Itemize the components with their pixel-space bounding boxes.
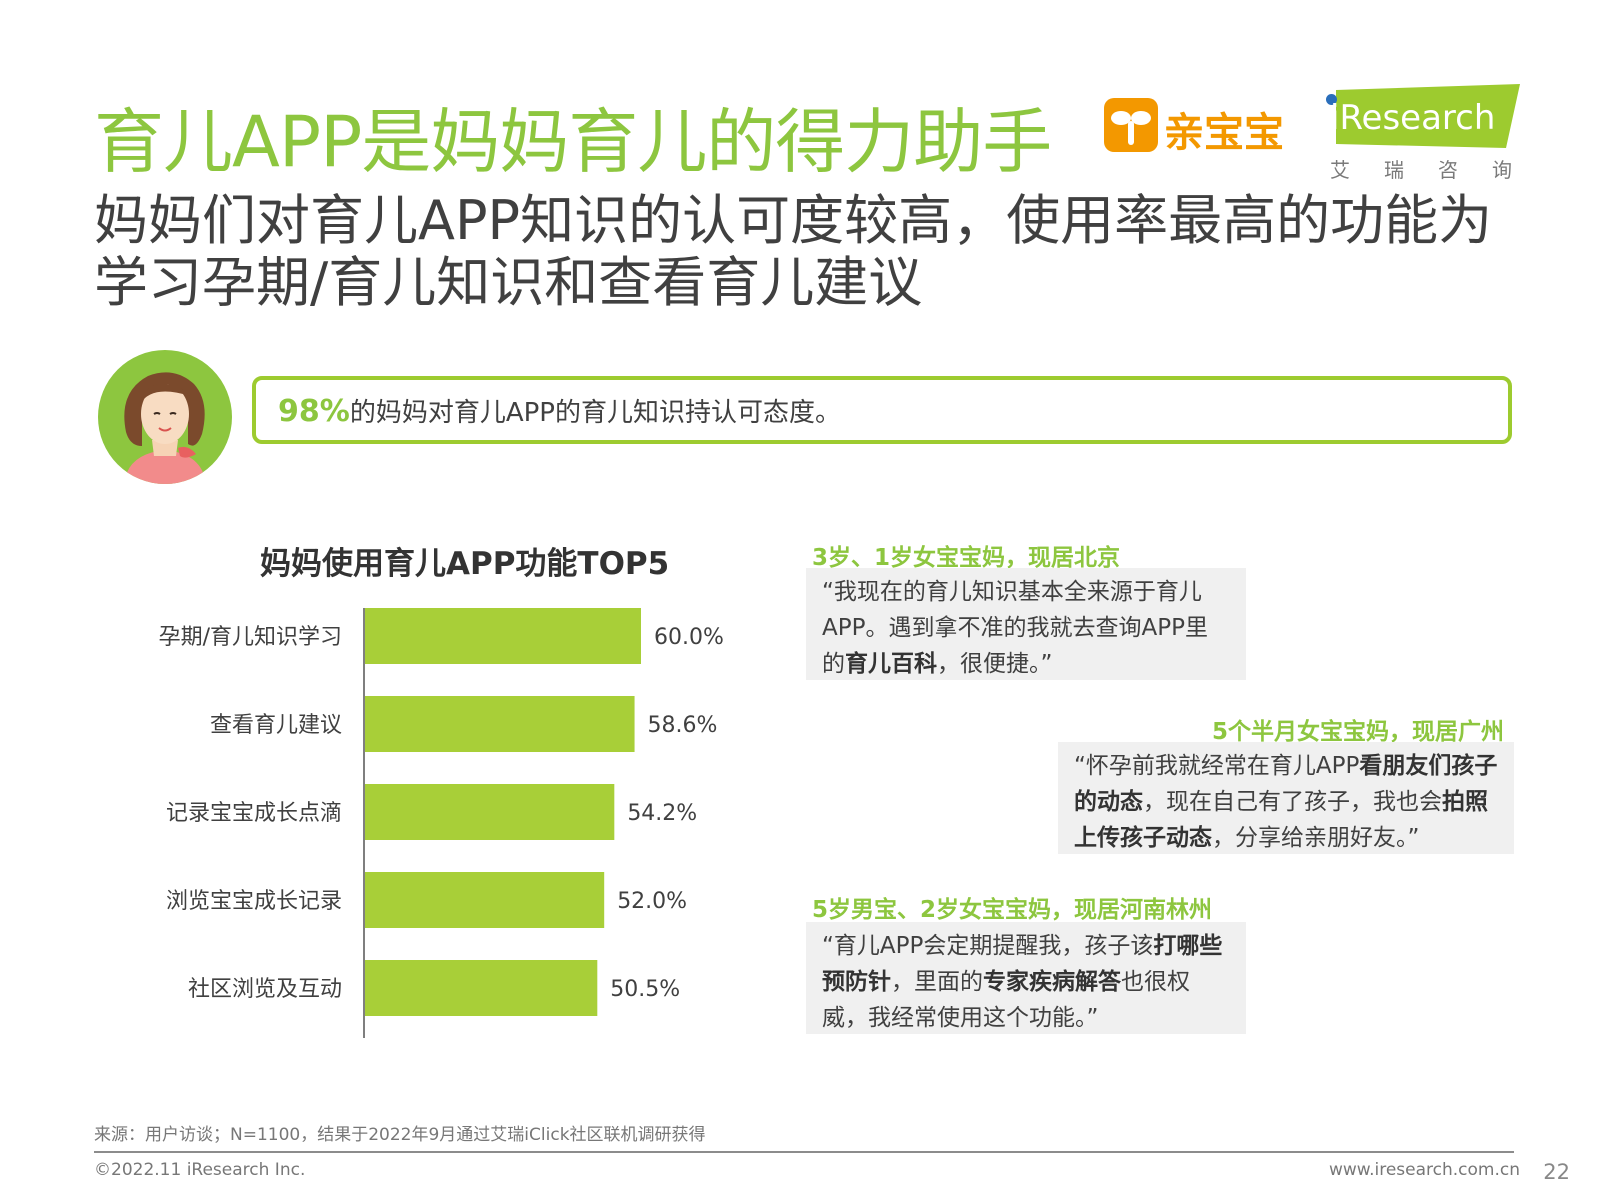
quote-2-segment: ，分享给亲朋好友。” bbox=[1212, 825, 1420, 851]
value-label: 60.0% bbox=[654, 625, 724, 650]
quote-1-segment: 育儿百科 bbox=[845, 651, 937, 677]
quote-2-text: “怀孕前我就经常在育儿APP看朋友们孩子的动态，现在自己有了孩子，我也会拍照上传… bbox=[1058, 742, 1514, 854]
iresearch-logo-text: iResearch bbox=[1330, 98, 1496, 138]
qinbaobao-logo: 亲宝宝 bbox=[1104, 98, 1300, 156]
footer-divider bbox=[94, 1151, 1514, 1153]
sprout-icon bbox=[1104, 98, 1158, 152]
source-note: 来源：用户访谈；N=1100，结果于2022年9月通过艾瑞iClick社区联机调… bbox=[94, 1125, 706, 1145]
quote-2-header: 5个半月女宝宝妈，现居广州 bbox=[1211, 719, 1504, 745]
chart-title: 妈妈使用育儿APP功能TOP5 bbox=[260, 546, 670, 582]
bar-4 bbox=[365, 872, 605, 928]
quote-3-segment: 也很权威，我经常使用这个功能。” bbox=[822, 969, 1190, 1031]
bar-3 bbox=[365, 784, 615, 840]
quote-1-segment: “我现在的育儿知识基本全来源于育儿APP。遇到拿不准的我就去查询APP里的 bbox=[822, 579, 1208, 677]
bar-5 bbox=[365, 960, 598, 1016]
bar-chart: 孕期/育儿知识学习 60.0% 查看育儿建议 58.6% 记录宝宝成长点滴 54.2% 浏览… bbox=[159, 608, 724, 1038]
copyright: ©2022.11 iResearch Inc. bbox=[94, 1160, 306, 1180]
quote-1-text: “我现在的育儿知识基本全来源于育儿APP。遇到拿不准的我就去查询APP里的育儿百… bbox=[806, 568, 1246, 680]
quote-3-segment: 打哪些预防针 bbox=[822, 933, 1223, 995]
quote-3-segment: “育儿APP会定期提醒我，孩子该 bbox=[822, 933, 1154, 959]
value-label: 54.2% bbox=[627, 801, 697, 826]
quote-3-text: “育儿APP会定期提醒我，孩子该打哪些预防针，里面的专家疾病解答也很权威，我经常… bbox=[806, 922, 1246, 1034]
category-label: 记录宝宝成长点滴 bbox=[166, 801, 342, 826]
mother-avatar-icon bbox=[96, 348, 234, 486]
website-url: www.iresearch.com.cn bbox=[1328, 1160, 1520, 1180]
page-title: 育儿APP是妈妈育儿的得力助手 bbox=[94, 101, 1052, 183]
highlight-description: 的妈妈对育儿APP的育儿知识持认可态度。 bbox=[349, 398, 841, 428]
bar-2 bbox=[365, 696, 635, 752]
iresearch-dot bbox=[1326, 94, 1337, 105]
highlight-text: 98%的妈妈对育儿APP的育儿知识持认可态度。 bbox=[278, 392, 841, 429]
quote-3-header: 5岁男宝、2岁女宝宝妈，现居河南林州 bbox=[812, 897, 1213, 923]
highlight-box: 98%的妈妈对育儿APP的育儿知识持认可态度。 bbox=[252, 376, 1512, 444]
quote-3-segment: 专家疾病解答 bbox=[983, 969, 1121, 995]
bar-1 bbox=[365, 608, 641, 664]
qinbaobao-logo-text: 亲宝宝 bbox=[1164, 110, 1284, 156]
category-label: 孕期/育儿知识学习 bbox=[159, 625, 342, 650]
category-label: 查看育儿建议 bbox=[210, 713, 342, 738]
value-label: 52.0% bbox=[617, 889, 687, 914]
category-label: 浏览宝宝成长记录 bbox=[166, 889, 342, 914]
value-label: 58.6% bbox=[648, 713, 718, 738]
quote-2-segment: 看朋友们孩子的动态 bbox=[1074, 753, 1498, 815]
quote-2-segment: “怀孕前我就经常在育儿APP bbox=[1074, 753, 1360, 779]
quote-1-segment: ，很便捷。” bbox=[937, 651, 1053, 677]
highlight-percent: 98% bbox=[278, 394, 350, 429]
page-number: 22 bbox=[1543, 1160, 1570, 1184]
iresearch-chinese-name: 艾瑞咨询 bbox=[1330, 158, 1546, 182]
iresearch-logo: iResearch 艾瑞咨询 bbox=[1326, 84, 1522, 184]
iresearch-flag-shape bbox=[1336, 84, 1520, 148]
quote-1-header: 3岁、1岁女宝宝妈，现居北京 bbox=[812, 545, 1121, 571]
value-label: 50.5% bbox=[610, 977, 680, 1002]
quote-3-segment: ，里面的 bbox=[891, 969, 983, 995]
page-subtitle: 妈妈们对育儿APP知识的认可度较高，使用率最高的功能为学习孕期/育儿知识和查看育… bbox=[94, 189, 1493, 314]
quote-2-segment: 拍照上传孩子动态 bbox=[1074, 789, 1488, 851]
quote-2-segment: ，现在自己有了孩子，我也会 bbox=[1143, 789, 1442, 815]
category-label: 社区浏览及互动 bbox=[188, 977, 342, 1002]
